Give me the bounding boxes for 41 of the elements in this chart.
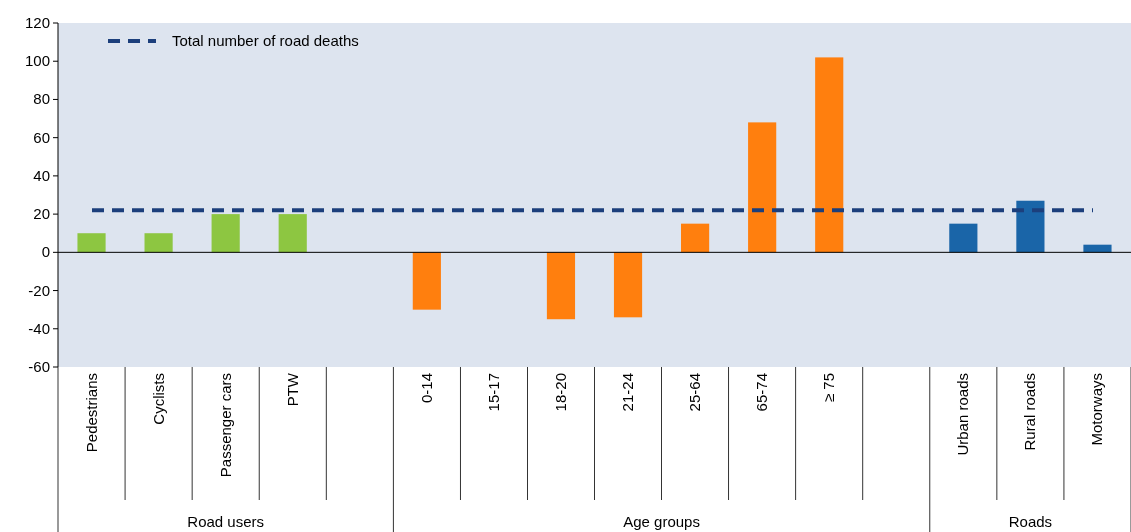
x-tick-label: Urban roads bbox=[954, 373, 972, 456]
text: Road users bbox=[187, 513, 265, 530]
x-tick-label: 0-14 bbox=[417, 373, 435, 404]
legend-label: Total number of road deaths bbox=[172, 32, 359, 49]
y-tick-label: 80 bbox=[33, 90, 50, 108]
x-tick-label: Rural roads bbox=[1021, 373, 1039, 451]
bar bbox=[144, 233, 173, 253]
y-tick-label: 0 bbox=[41, 243, 50, 261]
x-tick-label: Cyclists bbox=[149, 373, 167, 425]
bar bbox=[77, 233, 106, 253]
text: Roads bbox=[1008, 513, 1053, 530]
bar bbox=[211, 214, 240, 253]
x-tick-label: 15-17 bbox=[484, 373, 502, 412]
x-tick-label: PTW bbox=[283, 372, 301, 407]
bar bbox=[748, 122, 777, 253]
text: Age groups bbox=[623, 513, 700, 530]
y-tick-label: -20 bbox=[28, 281, 50, 299]
y-tick-label: -60 bbox=[28, 358, 50, 375]
bar bbox=[1016, 200, 1045, 253]
y-tick-label: 60 bbox=[33, 128, 50, 146]
bar bbox=[613, 252, 643, 318]
bar bbox=[815, 57, 844, 253]
x-tick-label: 65-74 bbox=[753, 373, 771, 412]
y-tick-label: 120 bbox=[24, 14, 50, 31]
x-tick-label: 18-20 bbox=[551, 373, 569, 412]
bar bbox=[681, 223, 710, 253]
x-tick-label: 21-24 bbox=[619, 373, 637, 412]
bar bbox=[278, 214, 307, 253]
bar bbox=[1083, 244, 1112, 253]
x-tick-label: Motorways bbox=[1088, 373, 1106, 446]
bar bbox=[412, 252, 441, 310]
y-tick-label: 40 bbox=[33, 166, 50, 184]
x-tick-label: ≥ 75 bbox=[820, 373, 838, 403]
y-tick-label: -40 bbox=[28, 319, 50, 337]
x-tick-label: 25-64 bbox=[686, 373, 704, 412]
bar bbox=[949, 223, 978, 253]
bar bbox=[546, 252, 576, 320]
y-tick-label: 20 bbox=[33, 205, 50, 223]
x-tick-label: Pedestrians bbox=[82, 373, 100, 453]
x-tick-label: Passenger cars bbox=[216, 373, 234, 478]
y-tick-label: 100 bbox=[24, 52, 50, 70]
